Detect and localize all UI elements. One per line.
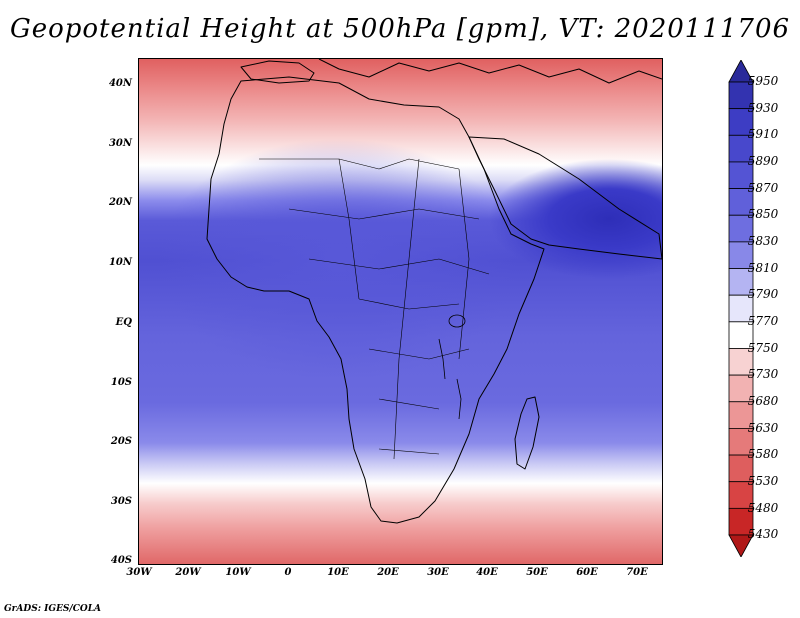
lake-tanganyika [438, 338, 446, 380]
africa-coastline [206, 76, 545, 524]
colorbar-level-label: 5950 [747, 74, 779, 89]
lon-label-30w: 30W [126, 567, 152, 578]
colorbar [728, 60, 754, 557]
colorbar-swatch [728, 188, 754, 216]
colorbar-level-label: 5530 [747, 473, 779, 488]
colorbar-swatch [728, 321, 754, 349]
coastline-overlay [206, 59, 662, 524]
lat-label-40s: 40S [110, 555, 132, 566]
lon-label-70e: 70E [626, 567, 648, 578]
colorbar-level-label: 5630 [747, 420, 779, 435]
colorbar-level-label: 5580 [747, 447, 779, 462]
colorbar-level-label: 5870 [747, 180, 779, 195]
lat-label-30s: 30S [110, 496, 132, 507]
map-panel [138, 58, 663, 565]
lon-label-30e: 30E [427, 567, 449, 578]
country-borders [259, 158, 490, 460]
map-title: Geopotential Height at 500hPa [gpm], VT:… [9, 14, 791, 44]
arabia-coastline [468, 136, 662, 260]
colorbar-swatch [728, 481, 754, 509]
iberia-coastline [240, 60, 315, 84]
lon-label-50e: 50E [526, 567, 548, 578]
lon-label-20e: 20E [377, 567, 399, 578]
lon-label-20w: 20W [175, 567, 201, 578]
colorbar-level-label: 5850 [747, 207, 779, 222]
colorbar-level-label: 5910 [747, 127, 779, 142]
colorbar-level-label: 5680 [747, 393, 779, 408]
lake-victoria [448, 314, 466, 328]
lon-label-60e: 60E [576, 567, 598, 578]
colorbar-swatch [728, 454, 754, 483]
madagascar-coastline [514, 396, 540, 470]
colorbar-swatch [728, 294, 754, 323]
lon-label-10e: 10E [327, 567, 349, 578]
colorbar-level-label: 5750 [747, 340, 779, 355]
lat-label-30n: 30N [108, 138, 132, 149]
colorbar-bottom-triangle [728, 534, 754, 557]
footer-credit: GrADS: IGES/COLA [4, 604, 102, 614]
lat-label-10s: 10S [110, 377, 132, 388]
lat-label-20s: 20S [110, 436, 132, 447]
colorbar-level-label: 5770 [747, 314, 779, 329]
colorbar-swatch [728, 81, 754, 110]
lon-label-0: 0 [284, 567, 292, 578]
colorbar-swatch [728, 241, 754, 269]
colorbar-level-label: 5890 [747, 154, 779, 169]
lat-label-20n: 20N [108, 197, 132, 208]
lon-label-10w: 10W [225, 567, 251, 578]
colorbar-level-label: 5810 [747, 260, 779, 275]
colorbar-swatch [728, 134, 754, 163]
colorbar-swatch [728, 507, 754, 536]
lat-label-10n: 10N [108, 257, 132, 268]
colorbar-swatch [728, 401, 754, 429]
lat-label-eq: EQ [115, 317, 132, 328]
colorbar-level-label: 5930 [747, 100, 779, 115]
colorbar-level-label: 5480 [747, 500, 779, 515]
lake-malawi [456, 378, 462, 420]
colorbar-level-label: 5430 [747, 527, 779, 542]
lat-label-40n: 40N [108, 78, 132, 89]
europe-coastline [318, 59, 662, 84]
colorbar-swatch [728, 348, 754, 376]
colorbar-level-label: 5730 [747, 367, 779, 382]
colorbar-level-label: 5830 [747, 234, 779, 249]
lon-label-40e: 40E [476, 567, 498, 578]
colorbar-level-label: 5790 [747, 287, 779, 302]
